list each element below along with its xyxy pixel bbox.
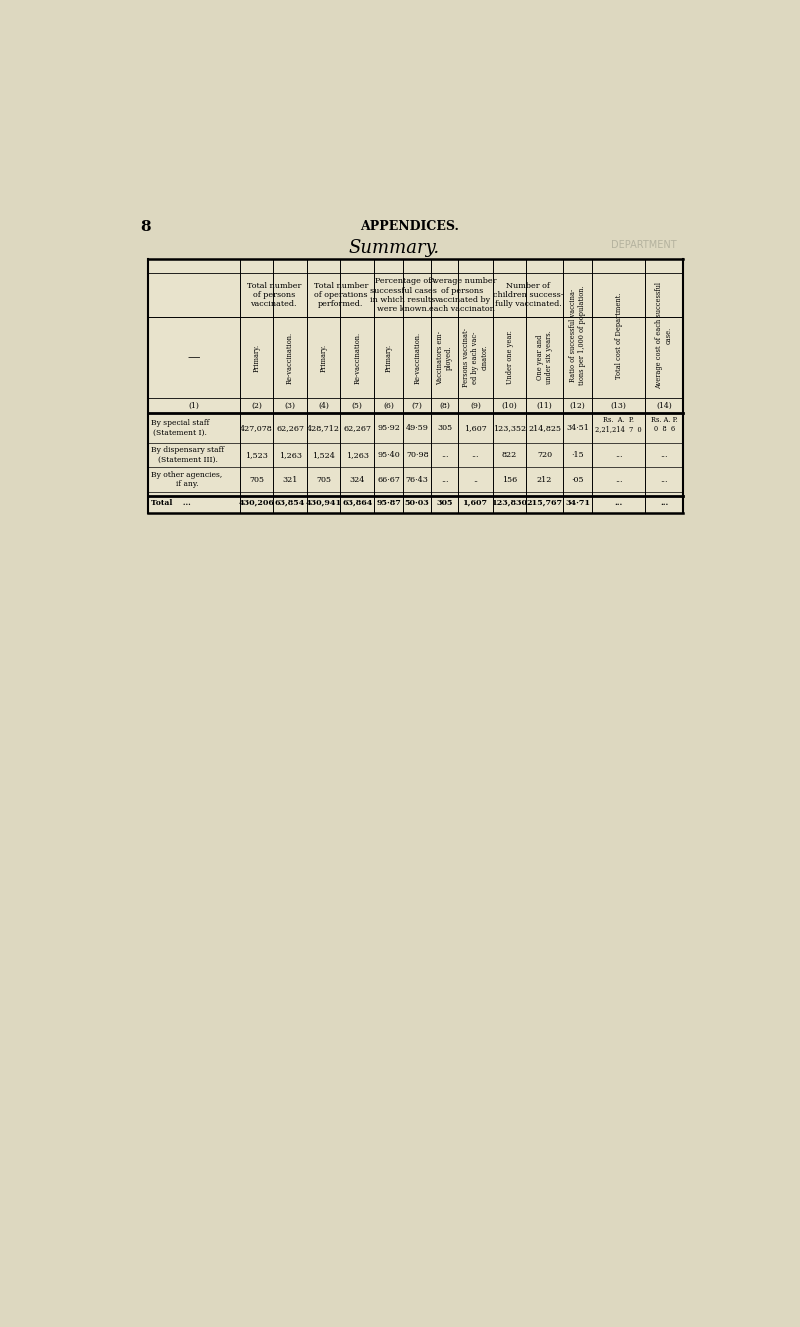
Text: 95·40: 95·40 bbox=[378, 451, 400, 459]
Text: ...: ... bbox=[615, 451, 622, 459]
Text: Total number
of operations
performed.: Total number of operations performed. bbox=[314, 281, 368, 308]
Text: Vaccinators em-
ployed.: Vaccinators em- ployed. bbox=[436, 330, 453, 385]
Text: 1,607: 1,607 bbox=[463, 499, 488, 507]
Text: 1,263: 1,263 bbox=[278, 451, 302, 459]
Text: (3): (3) bbox=[285, 402, 295, 410]
Text: (4): (4) bbox=[318, 402, 329, 410]
Text: 63,864: 63,864 bbox=[342, 499, 372, 507]
Text: 822: 822 bbox=[502, 451, 518, 459]
Text: Primary.: Primary. bbox=[320, 344, 328, 372]
Text: 1,524: 1,524 bbox=[312, 451, 335, 459]
Text: (9): (9) bbox=[470, 402, 481, 410]
Text: APPENDICES.: APPENDICES. bbox=[361, 220, 459, 234]
Text: ...: ... bbox=[660, 451, 668, 459]
Text: Re-vaccination.: Re-vaccination. bbox=[353, 332, 361, 384]
Text: 70·98: 70·98 bbox=[406, 451, 429, 459]
Text: 214,825: 214,825 bbox=[528, 423, 561, 433]
Text: —: — bbox=[188, 352, 200, 364]
Text: By special staff
(Statement I).: By special staff (Statement I). bbox=[151, 419, 210, 437]
Text: Ratio of successful vaccina-
tions per 1,000 of population.: Ratio of successful vaccina- tions per 1… bbox=[569, 285, 586, 385]
Text: (14): (14) bbox=[656, 402, 672, 410]
Text: 95·92: 95·92 bbox=[378, 423, 400, 433]
Text: ...: ... bbox=[660, 475, 668, 483]
Text: 305: 305 bbox=[437, 423, 452, 433]
Text: DEPARTMENT: DEPARTMENT bbox=[611, 240, 677, 251]
Text: Total cost of Department.: Total cost of Department. bbox=[614, 292, 622, 378]
Text: 8: 8 bbox=[140, 220, 151, 234]
Text: By other agencies,
if any.: By other agencies, if any. bbox=[151, 471, 222, 488]
Text: 123,830: 123,830 bbox=[492, 499, 528, 507]
Text: 212: 212 bbox=[537, 475, 552, 483]
Text: Primary.: Primary. bbox=[253, 344, 261, 372]
Bar bbox=[148, 259, 682, 514]
Text: 76·43: 76·43 bbox=[406, 475, 429, 483]
Text: 430,941: 430,941 bbox=[306, 499, 342, 507]
Text: By dispensary staff
(Statement III).: By dispensary staff (Statement III). bbox=[151, 446, 224, 463]
Text: ...: ... bbox=[441, 451, 448, 459]
Text: ..: .. bbox=[473, 475, 478, 483]
Text: 705: 705 bbox=[316, 475, 331, 483]
Text: ...: ... bbox=[615, 475, 622, 483]
Text: 427,078: 427,078 bbox=[240, 423, 273, 433]
Text: (10): (10) bbox=[502, 402, 518, 410]
Text: (8): (8) bbox=[439, 402, 450, 410]
Text: Percentage of
successful cases
in which results
were known.: Percentage of successful cases in which … bbox=[370, 277, 436, 313]
Text: 428,712: 428,712 bbox=[307, 423, 340, 433]
Text: (6): (6) bbox=[383, 402, 394, 410]
Text: 1,607: 1,607 bbox=[464, 423, 487, 433]
Text: 34·51: 34·51 bbox=[566, 423, 589, 433]
Text: 1,523: 1,523 bbox=[245, 451, 268, 459]
Text: ·15: ·15 bbox=[571, 451, 584, 459]
Text: 123,352: 123,352 bbox=[493, 423, 526, 433]
Text: 705: 705 bbox=[249, 475, 264, 483]
Text: 66·67: 66·67 bbox=[378, 475, 400, 483]
Text: Average number
of persons
vaccinated by
each vaccinator.: Average number of persons vaccinated by … bbox=[429, 277, 496, 313]
Text: 49·59: 49·59 bbox=[406, 423, 429, 433]
Text: (1): (1) bbox=[189, 402, 199, 410]
Text: (11): (11) bbox=[537, 402, 553, 410]
Text: (12): (12) bbox=[570, 402, 586, 410]
Text: (5): (5) bbox=[352, 402, 362, 410]
Text: Primary.: Primary. bbox=[385, 344, 393, 372]
Text: Persons vaccinat-
ed by each vac-
cinator.: Persons vaccinat- ed by each vac- cinato… bbox=[462, 328, 489, 387]
Text: Average cost of each successful
case.: Average cost of each successful case. bbox=[655, 283, 673, 389]
Text: 215,767: 215,767 bbox=[526, 499, 562, 507]
Text: 321: 321 bbox=[282, 475, 298, 483]
Text: 1,263: 1,263 bbox=[346, 451, 369, 459]
Text: 50·03: 50·03 bbox=[405, 499, 430, 507]
Text: ...: ... bbox=[660, 499, 668, 507]
Text: 34·71: 34·71 bbox=[565, 499, 590, 507]
Text: ...: ... bbox=[614, 499, 622, 507]
Text: 720: 720 bbox=[537, 451, 552, 459]
Text: Rs.  A.  P.
2,21,214  7  0: Rs. A. P. 2,21,214 7 0 bbox=[595, 415, 642, 433]
Text: 430,206: 430,206 bbox=[238, 499, 274, 507]
Text: Re-vaccination.: Re-vaccination. bbox=[414, 332, 422, 384]
Text: 156: 156 bbox=[502, 475, 518, 483]
Text: Under one year.: Under one year. bbox=[506, 330, 514, 385]
Text: Number of
children success-
fully vaccinated.: Number of children success- fully vaccin… bbox=[493, 281, 563, 308]
Text: ·05: ·05 bbox=[571, 475, 584, 483]
Text: (13): (13) bbox=[610, 402, 626, 410]
Text: Summary.: Summary. bbox=[349, 239, 440, 257]
Text: (2): (2) bbox=[251, 402, 262, 410]
Text: 305: 305 bbox=[436, 499, 453, 507]
Text: 95·87: 95·87 bbox=[376, 499, 401, 507]
Text: 324: 324 bbox=[350, 475, 365, 483]
Text: Re-vaccination.: Re-vaccination. bbox=[286, 332, 294, 384]
Text: 63,854: 63,854 bbox=[275, 499, 306, 507]
Text: 62,267: 62,267 bbox=[343, 423, 371, 433]
Text: Total    ...: Total ... bbox=[151, 499, 191, 507]
Text: ...: ... bbox=[441, 475, 448, 483]
Text: (7): (7) bbox=[412, 402, 422, 410]
Text: Total number
of persons
vaccinated.: Total number of persons vaccinated. bbox=[246, 281, 301, 308]
Text: Rs. A. P.
0  8  6: Rs. A. P. 0 8 6 bbox=[650, 415, 678, 433]
Text: ...: ... bbox=[472, 451, 479, 459]
Text: One year and
under six years.: One year and under six years. bbox=[536, 330, 554, 385]
Text: 62,267: 62,267 bbox=[276, 423, 304, 433]
